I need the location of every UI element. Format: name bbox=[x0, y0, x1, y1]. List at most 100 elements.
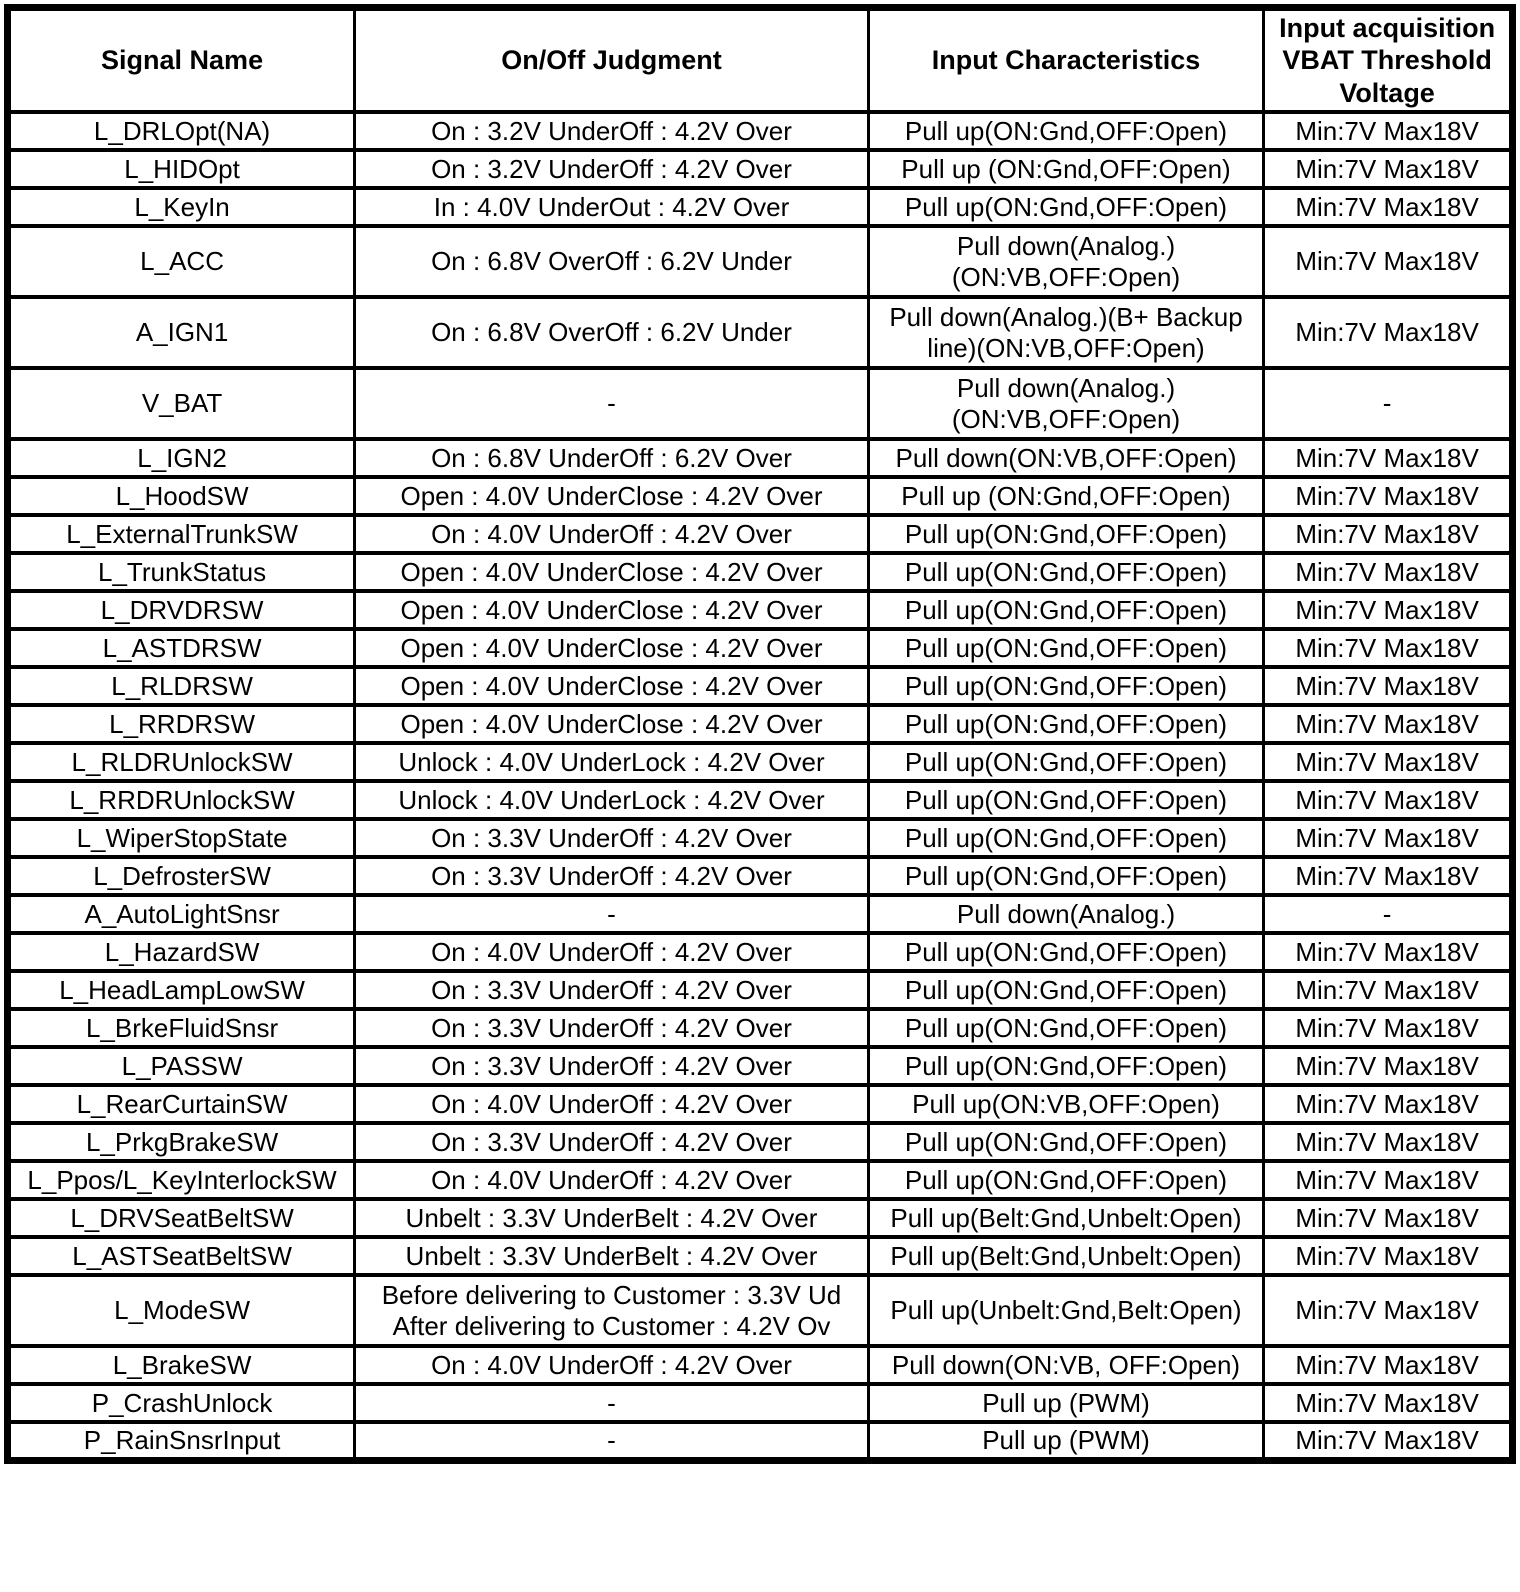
vbat-threshold-cell: Min:7V Max18V bbox=[1262, 295, 1514, 371]
vbat-threshold-cell: Min:7V Max18V bbox=[1262, 1007, 1514, 1050]
vbat-threshold-cell: Min:7V Max18V bbox=[1262, 969, 1514, 1012]
signal-name-cell: L_IGN2 bbox=[5, 437, 357, 480]
input-characteristics-cell: Pull up(Belt:Gnd,Unbelt:Open) bbox=[866, 1197, 1266, 1240]
table-header-row: Signal Name On/Off Judgment Input Charac… bbox=[5, 5, 1514, 115]
vbat-threshold-cell: Min:7V Max18V bbox=[1262, 855, 1514, 898]
signal-name-cell: L_RLDRSW bbox=[5, 665, 357, 708]
signal-name-cell: L_WiperStopState bbox=[5, 817, 357, 860]
input-characteristics-cell: Pull up(ON:Gnd,OFF:Open) bbox=[866, 665, 1266, 708]
signal-input-table: Signal Name On/Off Judgment Input Charac… bbox=[4, 4, 1516, 1464]
input-characteristics-cell: Pull up(ON:Gnd,OFF:Open) bbox=[866, 741, 1266, 784]
judgment-cell: On : 4.0V UnderOff : 4.2V Over bbox=[353, 1159, 870, 1202]
judgment-cell: Unlock : 4.0V UnderLock : 4.2V Over bbox=[353, 779, 870, 822]
signal-name-cell: L_RearCurtainSW bbox=[5, 1083, 357, 1126]
input-characteristics-cell: Pull up(ON:Gnd,OFF:Open) bbox=[866, 969, 1266, 1012]
input-characteristics-cell: Pull up(ON:Gnd,OFF:Open) bbox=[866, 627, 1266, 670]
judgment-cell: On : 4.0V UnderOff : 4.2V Over bbox=[353, 1344, 870, 1387]
table-row: L_HIDOpt On : 3.2V UnderOff : 4.2V Over … bbox=[5, 148, 1514, 191]
judgment-cell: Open : 4.0V UnderClose : 4.2V Over bbox=[353, 475, 870, 518]
table-row: L_ModeSW Before delivering to Customer :… bbox=[5, 1273, 1514, 1349]
input-characteristics-cell: Pull up(Unbelt:Gnd,Belt:Open) bbox=[866, 1273, 1266, 1349]
table-row: L_RRDRSW Open : 4.0V UnderClose : 4.2V O… bbox=[5, 703, 1514, 746]
input-characteristics-cell: Pull down(Analog.)(B+ Backup line)(ON:VB… bbox=[866, 295, 1266, 371]
judgment-cell: - bbox=[353, 893, 870, 936]
input-characteristics-cell: Pull up(ON:Gnd,OFF:Open) bbox=[866, 1007, 1266, 1050]
input-characteristics-cell: Pull up(ON:Gnd,OFF:Open) bbox=[866, 589, 1266, 632]
input-characteristics-cell: Pull up (PWM) bbox=[866, 1382, 1266, 1425]
table-row: L_DRVSeatBeltSW Unbelt : 3.3V UnderBelt … bbox=[5, 1197, 1514, 1240]
input-characteristics-cell: Pull up(ON:Gnd,OFF:Open) bbox=[866, 1045, 1266, 1088]
table-row: L_Ppos/L_KeyInterlockSW On : 4.0V UnderO… bbox=[5, 1159, 1514, 1202]
table-row: L_WiperStopState On : 3.3V UnderOff : 4.… bbox=[5, 817, 1514, 860]
input-characteristics-cell: Pull up(ON:Gnd,OFF:Open) bbox=[866, 817, 1266, 860]
signal-name-cell: L_ModeSW bbox=[5, 1273, 357, 1349]
vbat-threshold-cell: Min:7V Max18V bbox=[1262, 1273, 1514, 1349]
signal-name-cell: L_ACC bbox=[5, 224, 357, 300]
signal-name-cell: L_HazardSW bbox=[5, 931, 357, 974]
vbat-threshold-cell: Min:7V Max18V bbox=[1262, 224, 1514, 300]
vbat-threshold-cell: Min:7V Max18V bbox=[1262, 551, 1514, 594]
vbat-threshold-cell: Min:7V Max18V bbox=[1262, 665, 1514, 708]
signal-name-cell: L_DefrosterSW bbox=[5, 855, 357, 898]
table-row: L_HoodSW Open : 4.0V UnderClose : 4.2V O… bbox=[5, 475, 1514, 518]
judgment-cell: Open : 4.0V UnderClose : 4.2V Over bbox=[353, 589, 870, 632]
signal-name-cell: L_RRDRSW bbox=[5, 703, 357, 746]
signal-name-cell: L_HIDOpt bbox=[5, 148, 357, 191]
input-characteristics-cell: Pull up(ON:Gnd,OFF:Open) bbox=[866, 1121, 1266, 1164]
input-characteristics-cell: Pull up(ON:Gnd,OFF:Open) bbox=[866, 110, 1266, 153]
signal-name-cell: L_ExternalTrunkSW bbox=[5, 513, 357, 556]
signal-name-cell: L_RLDRUnlockSW bbox=[5, 741, 357, 784]
vbat-threshold-cell: Min:7V Max18V bbox=[1262, 1045, 1514, 1088]
vbat-threshold-cell: Min:7V Max18V bbox=[1262, 627, 1514, 670]
table-row: P_CrashUnlock - Pull up (PWM) Min:7V Max… bbox=[5, 1382, 1514, 1425]
signal-name-cell: L_DRVSeatBeltSW bbox=[5, 1197, 357, 1240]
input-characteristics-cell: Pull up(ON:Gnd,OFF:Open) bbox=[866, 931, 1266, 974]
table-row: L_PrkgBrakeSW On : 3.3V UnderOff : 4.2V … bbox=[5, 1121, 1514, 1164]
input-characteristics-cell: Pull down(Analog.) bbox=[866, 893, 1266, 936]
table-row: L_RLDRUnlockSW Unlock : 4.0V UnderLock :… bbox=[5, 741, 1514, 784]
input-characteristics-cell: Pull up(Belt:Gnd,Unbelt:Open) bbox=[866, 1235, 1266, 1278]
signal-name-cell: L_KeyIn bbox=[5, 186, 357, 229]
signal-name-cell: L_TrunkStatus bbox=[5, 551, 357, 594]
signal-name-cell: V_BAT bbox=[5, 366, 357, 442]
col-header-vbat-threshold: Input acquisition VBAT Threshold Voltage bbox=[1262, 5, 1514, 115]
input-characteristics-cell: Pull up(ON:Gnd,OFF:Open) bbox=[866, 186, 1266, 229]
vbat-threshold-cell: Min:7V Max18V bbox=[1262, 186, 1514, 229]
input-characteristics-cell: Pull up(ON:VB,OFF:Open) bbox=[866, 1083, 1266, 1126]
table-row: L_KeyIn In : 4.0V UnderOut : 4.2V Over P… bbox=[5, 186, 1514, 229]
signal-name-cell: L_BrakeSW bbox=[5, 1344, 357, 1387]
vbat-threshold-cell: Min:7V Max18V bbox=[1262, 148, 1514, 191]
vbat-threshold-cell: Min:7V Max18V bbox=[1262, 1382, 1514, 1425]
table-row: L_PASSW On : 3.3V UnderOff : 4.2V Over P… bbox=[5, 1045, 1514, 1088]
signal-name-cell: P_RainSnsrInput bbox=[5, 1420, 357, 1463]
table-row: L_RLDRSW Open : 4.0V UnderClose : 4.2V O… bbox=[5, 665, 1514, 708]
vbat-threshold-cell: - bbox=[1262, 893, 1514, 936]
table-row: A_AutoLightSnsr - Pull down(Analog.) - bbox=[5, 893, 1514, 936]
table-row: L_BrakeSW On : 4.0V UnderOff : 4.2V Over… bbox=[5, 1344, 1514, 1387]
vbat-threshold-cell: Min:7V Max18V bbox=[1262, 779, 1514, 822]
table-row: L_BrkeFluidSnsr On : 3.3V UnderOff : 4.2… bbox=[5, 1007, 1514, 1050]
table-row: L_TrunkStatus Open : 4.0V UnderClose : 4… bbox=[5, 551, 1514, 594]
input-characteristics-cell: Pull up(ON:Gnd,OFF:Open) bbox=[866, 513, 1266, 556]
judgment-cell: On : 4.0V UnderOff : 4.2V Over bbox=[353, 931, 870, 974]
table-row: P_RainSnsrInput - Pull up (PWM) Min:7V M… bbox=[5, 1420, 1514, 1463]
vbat-threshold-cell: Min:7V Max18V bbox=[1262, 1197, 1514, 1240]
table-row: A_IGN1 On : 6.8V OverOff : 6.2V Under Pu… bbox=[5, 295, 1514, 371]
input-characteristics-cell: Pull up (ON:Gnd,OFF:Open) bbox=[866, 475, 1266, 518]
signal-name-cell: L_RRDRUnlockSW bbox=[5, 779, 357, 822]
signal-name-cell: L_Ppos/L_KeyInterlockSW bbox=[5, 1159, 357, 1202]
judgment-cell: Before delivering to Customer : 3.3V Ud … bbox=[353, 1273, 870, 1349]
input-characteristics-cell: Pull up(ON:Gnd,OFF:Open) bbox=[866, 703, 1266, 746]
signal-name-cell: L_PrkgBrakeSW bbox=[5, 1121, 357, 1164]
judgment-cell: On : 3.3V UnderOff : 4.2V Over bbox=[353, 1121, 870, 1164]
judgment-cell: On : 3.2V UnderOff : 4.2V Over bbox=[353, 110, 870, 153]
judgment-cell: Unbelt : 3.3V UnderBelt : 4.2V Over bbox=[353, 1197, 870, 1240]
judgment-cell: On : 6.8V OverOff : 6.2V Under bbox=[353, 295, 870, 371]
table-row: L_DRVDRSW Open : 4.0V UnderClose : 4.2V … bbox=[5, 589, 1514, 632]
table-row: V_BAT - Pull down(Analog.) (ON:VB,OFF:Op… bbox=[5, 366, 1514, 442]
table-row: L_ASTDRSW Open : 4.0V UnderClose : 4.2V … bbox=[5, 627, 1514, 670]
signal-name-cell: A_IGN1 bbox=[5, 295, 357, 371]
signal-name-cell: P_CrashUnlock bbox=[5, 1382, 357, 1425]
vbat-threshold-cell: Min:7V Max18V bbox=[1262, 931, 1514, 974]
